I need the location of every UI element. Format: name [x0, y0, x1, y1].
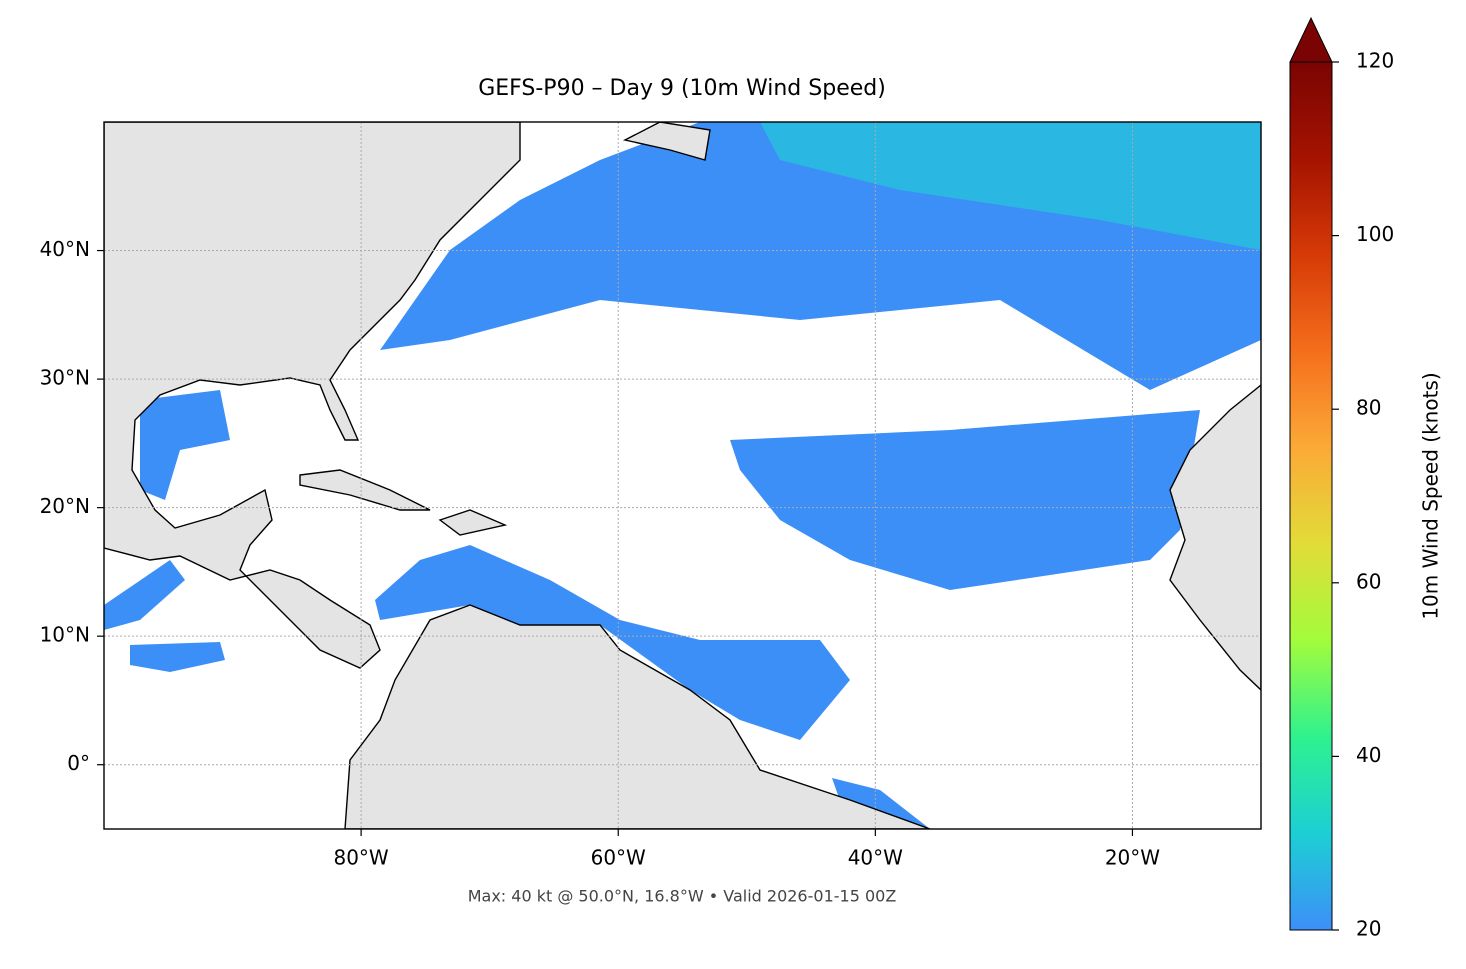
- colorbar-tick-label: 80: [1356, 396, 1381, 420]
- land: [622, 122, 711, 161]
- land: [438, 509, 508, 536]
- x-tick-label: 40°W: [848, 846, 903, 870]
- y-tick-label: 10°N: [40, 623, 90, 647]
- wind-field: [375, 545, 850, 740]
- chart-title: GEFS-P90 – Day 9 (10m Wind Speed): [478, 76, 886, 101]
- land: [1169, 384, 1261, 691]
- wind-field: [760, 122, 1261, 250]
- wind-field: [730, 410, 1200, 590]
- x-tick-label: 20°W: [1105, 846, 1160, 870]
- map-area: [104, 122, 1261, 829]
- y-tick-label: 0°: [67, 751, 90, 775]
- land: [299, 469, 431, 511]
- wind-field: [140, 390, 230, 500]
- wind-field: [104, 560, 185, 630]
- wind-field: [130, 642, 225, 672]
- colorbar-tick-label: 120: [1356, 49, 1394, 73]
- map-frame: [103, 121, 1262, 830]
- x-tick-label: 60°W: [591, 846, 646, 870]
- y-tick-label: 40°N: [40, 237, 90, 261]
- colorbar-tick-label: 40: [1356, 743, 1381, 767]
- y-tick-label: 30°N: [40, 366, 90, 390]
- colorbar: [1289, 61, 1333, 931]
- y-tick-label: 20°N: [40, 494, 90, 518]
- colorbar-tick-label: 20: [1356, 917, 1381, 941]
- colorbar-label: 10m Wind Speed (knots): [1419, 372, 1443, 619]
- colorbar-extend: [1289, 16, 1333, 63]
- colorbar-tick-label: 60: [1356, 569, 1381, 593]
- colorbar-tick-label: 100: [1356, 222, 1394, 246]
- grid: [104, 122, 1261, 829]
- land: [104, 122, 521, 669]
- land: [344, 604, 931, 829]
- x-tick-label: 80°W: [333, 846, 388, 870]
- caption: Max: 40 kt @ 50.0°N, 16.8°W • Valid 2026…: [468, 887, 897, 906]
